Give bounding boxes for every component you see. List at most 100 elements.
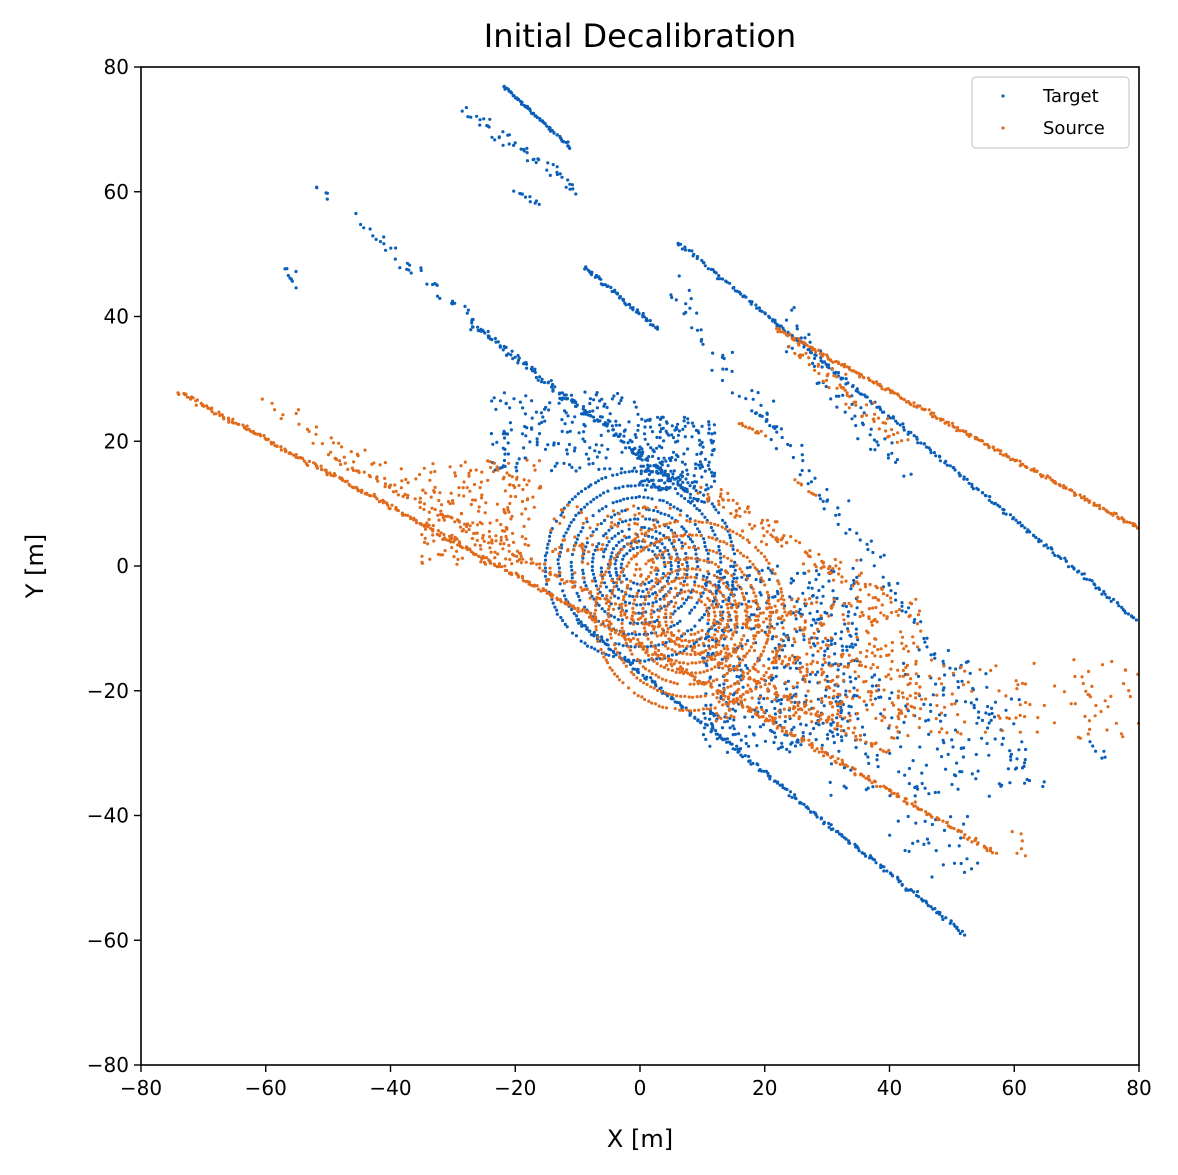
data-point [595,495,599,499]
data-point [792,734,796,738]
data-point [587,550,591,554]
data-point [543,122,547,126]
data-point [821,360,825,364]
data-point [713,471,717,475]
data-point [722,682,726,686]
data-point [902,428,906,432]
data-point [670,668,675,673]
data-point [835,405,839,409]
data-point [603,402,607,406]
data-point [642,495,646,499]
data-point [641,483,645,487]
data-point [975,721,979,725]
data-point [593,548,597,552]
data-point [813,368,817,372]
data-point [420,523,424,527]
data-point [967,481,971,485]
data-point [679,581,683,586]
data-point [983,493,987,498]
data-point [486,459,490,463]
data-point [202,404,206,408]
data-point [675,637,679,641]
data-point [546,161,550,165]
data-point [576,492,580,496]
data-point [480,556,484,560]
data-point [854,745,858,750]
data-point [406,513,410,518]
data-point [561,618,565,623]
data-point [658,531,662,535]
data-point [471,498,475,502]
data-point [655,446,659,450]
data-point [573,446,577,450]
data-point [988,846,993,851]
data-point [750,389,754,393]
data-point [672,662,676,666]
data-point [1034,535,1038,540]
data-point [723,628,727,633]
data-point [640,417,644,421]
data-point [570,420,574,424]
data-point [604,570,608,574]
data-point [867,593,871,597]
data-point [757,701,761,705]
data-point [763,312,767,316]
data-point [360,488,364,492]
data-point [741,755,745,759]
data-point [477,505,481,509]
data-point [729,618,733,622]
data-point [864,752,868,756]
data-point [638,661,642,665]
data-point [876,765,880,769]
data-point [960,929,965,933]
data-point [959,830,963,834]
data-point [584,452,589,456]
data-point [453,301,457,305]
data-point [870,684,875,688]
data-point [667,479,671,483]
data-point [649,446,653,450]
data-point [669,600,673,604]
data-point [781,326,785,330]
data-point [572,548,576,552]
data-point [918,745,922,749]
data-point [788,595,792,599]
data-point [794,539,798,543]
data-point [543,407,547,411]
data-point [886,453,891,457]
data-point [559,615,563,620]
data-point [520,535,524,539]
data-point [710,368,714,372]
data-point [789,577,794,581]
data-point [757,715,761,719]
data-point [688,713,692,717]
data-point [714,538,718,542]
data-point [708,717,712,721]
data-point [604,456,608,460]
data-point [890,428,894,432]
data-point [669,680,673,684]
data-point [552,517,556,521]
data-point [817,552,821,557]
data-point [710,536,715,540]
data-point [827,579,831,583]
data-point [904,797,908,801]
data-point [723,527,728,531]
data-point [604,601,609,605]
data-point [645,456,649,460]
data-point [505,568,509,573]
data-point [887,748,891,753]
data-point [680,541,684,545]
data-point [610,578,614,583]
data-point [754,577,758,582]
data-point [828,780,832,785]
data-point [845,365,849,369]
data-point [641,580,645,584]
data-point [329,450,333,454]
data-point [757,656,761,660]
data-point [457,540,461,544]
data-point [862,733,867,737]
data-point [596,548,600,552]
data-point [796,704,800,708]
data-point [520,499,525,504]
